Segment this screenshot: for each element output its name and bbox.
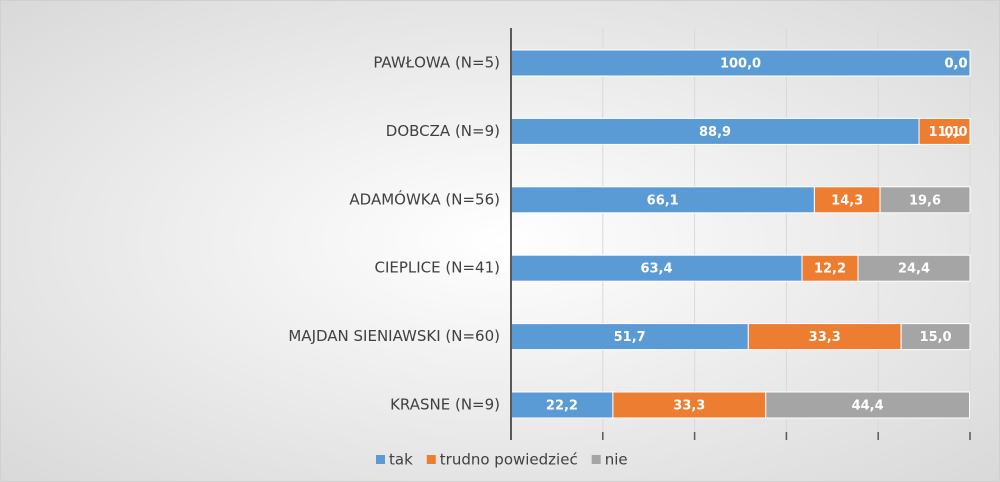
value-label: 24,4 [898, 262, 930, 277]
bar-segment [918, 117, 971, 145]
bar-segment [510, 254, 803, 282]
legend-label: trudno powiedzieć [440, 451, 578, 469]
bar-segment [857, 254, 971, 282]
legend-swatch [376, 455, 385, 464]
bar-segment [900, 323, 971, 351]
value-label: 0,0 [944, 125, 967, 140]
bar-segment [510, 323, 749, 351]
value-label: 63,4 [640, 262, 672, 277]
bar-segment [510, 391, 614, 419]
value-label: 0,0 [944, 57, 967, 72]
bar-segment [813, 186, 881, 214]
value-label: 88,9 [699, 125, 731, 140]
category-label: ADAMÓWKA (N=56) [349, 189, 500, 208]
value-label: 33,3 [809, 330, 841, 345]
bar-segment [612, 391, 767, 419]
value-label: 100,0 [720, 57, 761, 72]
value-label: 14,3 [831, 193, 863, 208]
category-label: DOBCZA (N=9) [386, 122, 500, 140]
bar-segment [510, 49, 971, 77]
legend-swatch [426, 455, 436, 464]
legend-label: tak [389, 451, 413, 469]
value-label: 66,1 [647, 193, 679, 208]
category-label: CIEPLICE (N=41) [374, 259, 500, 277]
bar-segment [879, 186, 971, 214]
value-label: 11,1 [928, 125, 960, 140]
category-label: KRASNE (N=9) [390, 396, 500, 414]
value-label: 22,2 [546, 399, 578, 414]
legend-swatch [591, 455, 601, 464]
category-label: MAJDAN SIENIAWSKI (N=60) [288, 327, 500, 345]
bar-segment [510, 186, 815, 214]
value-label: 12,2 [814, 262, 846, 277]
value-label: 0,0 [944, 57, 967, 72]
legend-label: nie [605, 451, 628, 469]
bar-segment [510, 117, 920, 145]
value-label: 51,7 [614, 330, 646, 345]
value-label: 15,0 [920, 330, 952, 345]
bar-segment [765, 391, 971, 419]
bar-segment [747, 323, 902, 351]
value-label: 19,6 [909, 193, 941, 208]
category-label: PAWŁOWA (N=5) [373, 54, 500, 72]
value-label: 44,4 [852, 399, 884, 414]
value-label: 33,3 [673, 399, 705, 414]
